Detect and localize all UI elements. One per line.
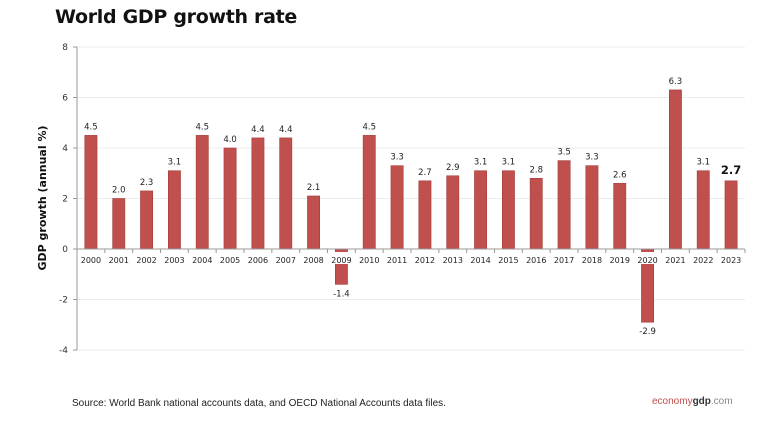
gridlines (77, 46, 745, 351)
label-background (334, 252, 349, 264)
x-tick-label: 2020 (637, 256, 657, 265)
y-tick-label: 4 (62, 144, 68, 154)
data-label-2005: 4.0 (223, 135, 237, 145)
bar-2008 (307, 195, 321, 250)
x-tick-label: 2016 (526, 256, 546, 265)
data-label-2012: 2.7 (418, 168, 432, 178)
y-tick-label: 8 (62, 43, 68, 53)
data-label-2000: 4.5 (84, 122, 98, 132)
data-label-2018: 3.3 (585, 153, 599, 163)
data-label-2017: 3.5 (557, 148, 571, 158)
bar-2023 (724, 180, 738, 250)
x-tick-label: 2010 (359, 256, 379, 265)
bars (84, 89, 738, 323)
bar-2017 (557, 160, 571, 250)
data-label-2014: 3.1 (474, 158, 488, 168)
x-tick-label: 2022 (693, 256, 713, 265)
bar-2013 (446, 175, 460, 250)
y-tick-label: 6 (62, 94, 68, 104)
data-label-2015: 3.1 (502, 158, 516, 168)
y-axis: -4 -2 0 2 4 6 8 (59, 43, 78, 356)
y-tick-label: -4 (59, 346, 68, 356)
data-label-2007: 4.4 (279, 125, 293, 135)
bar-2018 (585, 165, 599, 250)
logo-part-economy: economy (652, 396, 693, 407)
bar-2010 (362, 135, 376, 250)
bar-2021 (668, 89, 682, 250)
bar-2019 (613, 183, 627, 250)
data-label-2013: 2.9 (446, 163, 460, 173)
data-label-2004: 4.5 (195, 122, 209, 132)
data-label-2001: 2.0 (112, 186, 126, 196)
bar-2003 (167, 170, 181, 250)
x-tick-label: 2004 (192, 256, 212, 265)
x-tick-label: 2005 (220, 256, 240, 265)
bar-2012 (418, 180, 432, 250)
x-tick-label: 2012 (415, 256, 435, 265)
y-tick-label: 2 (62, 195, 68, 205)
bar-2022 (696, 170, 710, 250)
y-tick-label: -2 (59, 296, 68, 306)
data-label-2002: 2.3 (140, 178, 154, 188)
y-axis-label: GDP growth (annual %) (36, 125, 49, 270)
chart-title: World GDP growth rate (55, 6, 297, 28)
x-tick-label: 2023 (721, 256, 741, 265)
x-tick-label: 2002 (136, 256, 156, 265)
bar-2000 (84, 135, 98, 250)
bar-2001 (112, 198, 126, 250)
bar-2015 (501, 170, 515, 250)
bar-2005 (223, 147, 237, 250)
bar-2016 (529, 178, 543, 250)
x-tick-label: 2000 (81, 256, 101, 265)
data-label-2021: 6.3 (669, 77, 683, 87)
logo-part-com: .com (710, 396, 733, 407)
y-tick-label: 0 (62, 245, 68, 255)
site-logo[interactable]: economygdp.com (652, 396, 733, 407)
label-background (640, 252, 655, 264)
data-label-2011: 3.3 (390, 153, 404, 163)
bar-2014 (474, 170, 488, 250)
x-axis: 2000 2001 2002 2003 2004 2005 2006 2007 2008 2009… (76, 248, 746, 265)
data-labels: 4.5 2.0 2.3 3.1 4.5 4.0 4.4 4.4 2.1 -1.4 4.5 3.3 2.7… (84, 77, 741, 337)
x-tick-label: 2018 (582, 256, 602, 265)
bar-2002 (140, 190, 154, 250)
x-tick-label: 2014 (470, 256, 490, 265)
x-tick-label: 2008 (303, 256, 323, 265)
bar-2007 (279, 137, 293, 250)
data-label-2020: -2.9 (639, 327, 656, 337)
bar-2011 (390, 165, 404, 250)
data-label-2019: 2.6 (613, 170, 627, 180)
x-tick-label: 2001 (109, 256, 129, 265)
x-tick-label: 2007 (276, 256, 296, 265)
x-tick-label: 2021 (665, 256, 685, 265)
x-tick-label: 2013 (443, 256, 463, 265)
x-tick-label: 2006 (248, 256, 268, 265)
x-tick-label: 2011 (387, 256, 407, 265)
source-note: Source: World Bank national accounts dat… (72, 398, 446, 409)
logo-part-gdp: gdp (692, 396, 711, 407)
data-label-2016: 2.8 (529, 165, 543, 175)
data-label-2006: 4.4 (251, 125, 265, 135)
data-label-2009: -1.4 (333, 289, 350, 299)
bar-2006 (251, 137, 265, 250)
x-tick-label: 2015 (498, 256, 518, 265)
data-label-2003: 3.1 (168, 158, 182, 168)
data-label-2008: 2.1 (307, 183, 321, 193)
x-tick-label: 2019 (610, 256, 630, 265)
x-tick-label: 2017 (554, 256, 574, 265)
data-label-2023: 2.7 (721, 163, 741, 177)
x-tick-label: 2003 (164, 256, 184, 265)
data-label-2010: 4.5 (362, 122, 376, 132)
x-tick-label: 2009 (331, 256, 351, 265)
data-label-2022: 3.1 (696, 158, 710, 168)
bar-2004 (195, 135, 209, 250)
